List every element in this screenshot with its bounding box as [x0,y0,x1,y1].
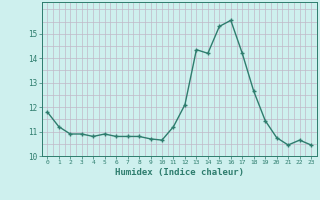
X-axis label: Humidex (Indice chaleur): Humidex (Indice chaleur) [115,168,244,177]
